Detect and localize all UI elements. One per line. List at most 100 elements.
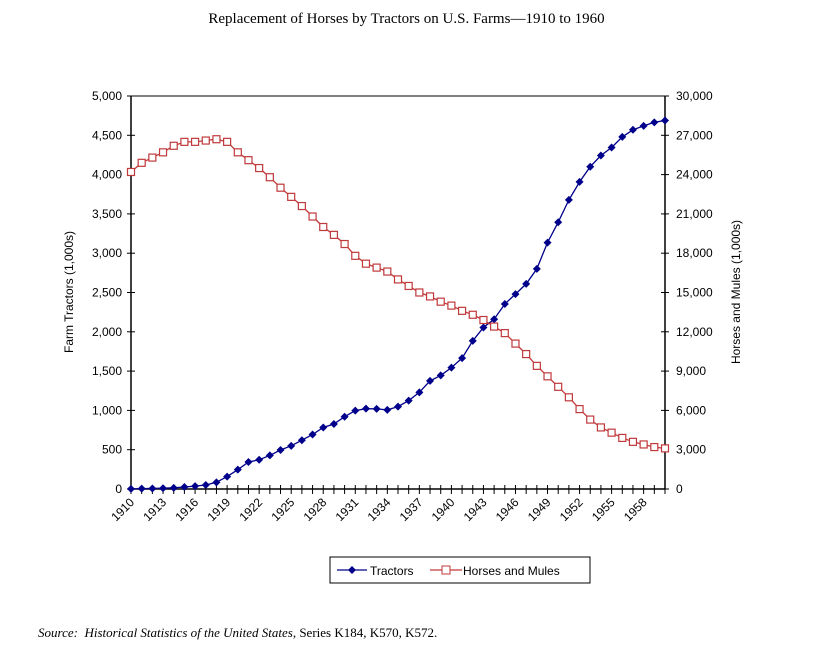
series-tractors <box>127 116 669 493</box>
data-point <box>628 125 637 134</box>
data-point <box>190 137 200 146</box>
data-point <box>468 310 477 319</box>
source-series: , Series K184, K570, K572. <box>292 625 438 640</box>
data-point <box>554 218 563 227</box>
data-point <box>233 465 242 474</box>
data-point <box>618 433 627 443</box>
y-tick-label-right: 12,000 <box>676 325 713 339</box>
data-point <box>404 281 413 291</box>
legend-horses-marker <box>441 565 451 575</box>
data-point <box>244 156 253 165</box>
data-point <box>265 173 274 182</box>
data-point <box>223 137 232 146</box>
data-point <box>650 118 659 127</box>
data-point <box>639 440 648 449</box>
y-tick-label-left: 1,500 <box>92 364 122 378</box>
data-point <box>148 153 157 162</box>
x-tick-label: 1952 <box>557 495 586 524</box>
x-tick-label: 1922 <box>236 495 265 524</box>
y-tick-label-left: 3,500 <box>92 207 122 221</box>
data-point <box>404 396 413 405</box>
data-point <box>308 212 317 221</box>
y-tick-label-left: 0 <box>115 482 122 496</box>
data-point <box>415 388 424 397</box>
data-point <box>639 121 648 130</box>
data-point <box>586 415 595 424</box>
x-tick-label: 1916 <box>172 495 201 524</box>
data-point <box>532 264 541 273</box>
data-point <box>169 141 178 150</box>
data-point <box>479 315 488 325</box>
data-point <box>383 405 392 414</box>
data-point <box>233 148 242 157</box>
data-point <box>543 238 552 247</box>
data-point <box>490 322 499 331</box>
data-point <box>596 423 606 432</box>
y-axis-left-label: Farm Tractors (1,000s) <box>62 231 76 353</box>
plot-area <box>130 95 666 490</box>
x-tick-label: 1940 <box>429 495 458 524</box>
source-note: Source: Historical Statistics of the Uni… <box>38 625 437 641</box>
data-point <box>522 349 531 359</box>
data-point <box>522 279 531 288</box>
y-axis-right-label: Horses and Mules (1,000s) <box>729 220 743 364</box>
data-point <box>543 372 552 381</box>
source-title: Historical Statistics of the United Stat… <box>84 625 293 640</box>
x-tick-label: 1943 <box>461 495 490 524</box>
x-tick-label: 1955 <box>589 495 618 524</box>
data-point <box>287 192 296 201</box>
data-point <box>511 290 520 299</box>
data-point <box>265 451 274 460</box>
data-point <box>319 423 328 432</box>
y-tick-label-right: 18,000 <box>676 246 713 260</box>
y-tick-label-right: 0 <box>676 482 683 496</box>
data-point <box>308 430 317 439</box>
x-tick-label: 1937 <box>397 495 426 524</box>
data-point <box>169 483 178 492</box>
data-point <box>361 404 370 413</box>
data-point <box>564 195 573 204</box>
data-point <box>447 363 456 372</box>
data-point <box>628 437 638 446</box>
data-point <box>436 371 445 380</box>
data-point <box>575 177 584 186</box>
x-tick-label: 1958 <box>621 495 650 524</box>
data-point <box>329 419 338 428</box>
data-point <box>127 484 135 493</box>
data-point <box>426 376 435 385</box>
x-tick-label: 1910 <box>108 495 137 524</box>
y-tick-label-left: 2,500 <box>92 286 122 300</box>
series-line <box>130 138 666 450</box>
x-tick-label: 1934 <box>365 495 394 524</box>
data-point <box>126 167 136 177</box>
y-tick-label-right: 24,000 <box>676 168 713 182</box>
data-point <box>457 306 467 315</box>
data-point <box>490 315 499 324</box>
data-point <box>297 201 306 211</box>
data-point <box>436 297 445 306</box>
x-tick-label: 1928 <box>301 495 330 524</box>
y-tick-label-right: 27,000 <box>676 128 713 142</box>
data-point <box>425 292 435 301</box>
data-point <box>660 444 670 453</box>
data-point <box>329 230 339 239</box>
data-point <box>554 382 563 391</box>
y-tick-label-left: 4,500 <box>92 128 122 142</box>
y-tick-label-left: 2,000 <box>92 325 122 339</box>
data-point <box>607 428 616 437</box>
data-point <box>212 478 221 487</box>
y-tick-label-left: 3,000 <box>92 246 122 260</box>
data-point <box>276 183 285 192</box>
data-point <box>618 132 627 141</box>
y-tick-label-right: 3,000 <box>676 443 706 457</box>
y-tick-label-right: 15,000 <box>676 286 713 300</box>
y-tick-label-left: 1,000 <box>92 403 122 417</box>
data-point <box>361 259 371 268</box>
y-tick-label-left: 4,000 <box>92 168 122 182</box>
x-tick-label: 1946 <box>493 495 522 524</box>
legend: Tractors Horses and Mules <box>329 556 591 584</box>
y-tick-label-right: 30,000 <box>676 89 713 103</box>
data-point <box>500 329 509 338</box>
data-point <box>137 158 146 167</box>
x-tick-label: 1919 <box>204 495 233 524</box>
